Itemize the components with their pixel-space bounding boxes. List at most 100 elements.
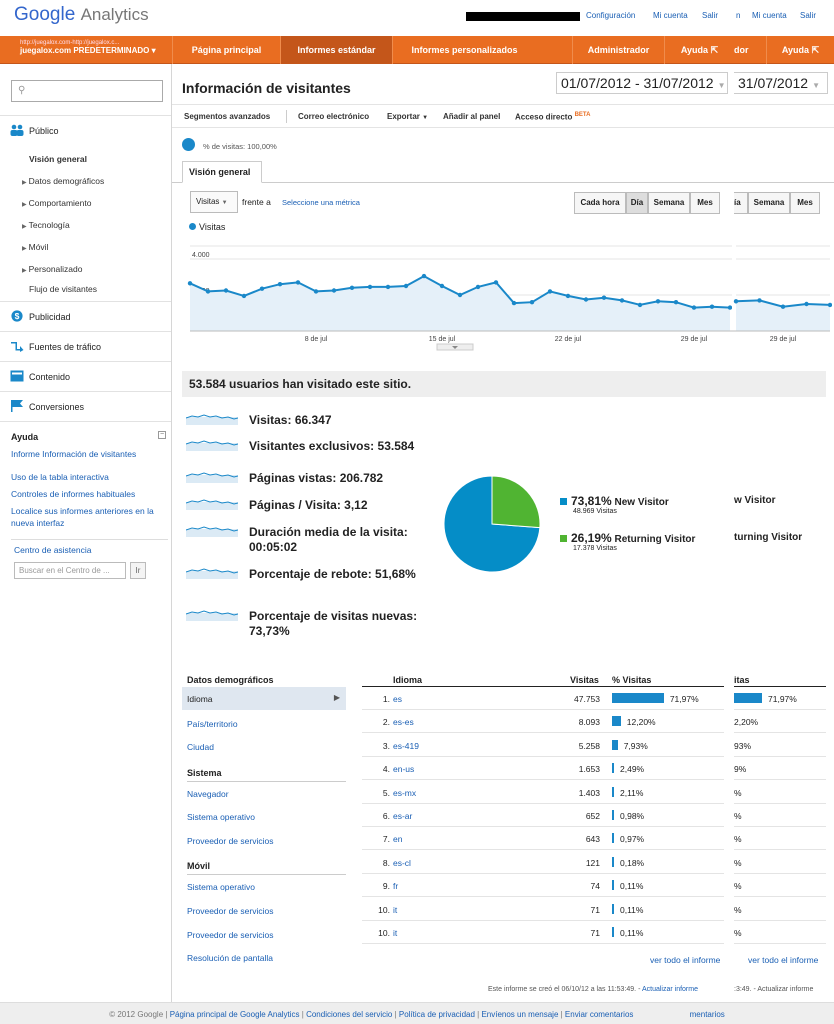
data-point[interactable] [241, 293, 247, 299]
data-point[interactable] [547, 289, 553, 294]
account-link[interactable]: Mi cuenta [653, 11, 688, 20]
sidebar-item-tecnologia[interactable]: ▶ Tecnología [22, 220, 70, 230]
data-point[interactable] [493, 280, 499, 285]
footer-link-home[interactable]: Página principal de Google Analytics [169, 1010, 300, 1019]
row-language-link[interactable]: es-ar [393, 811, 413, 821]
row-language-link[interactable]: es-es [393, 717, 414, 728]
view-full-report-link[interactable]: ver todo el informe [650, 955, 721, 965]
footer-link-privacy[interactable]: Política de privacidad [398, 1010, 475, 1019]
granularity-day[interactable]: Día [626, 192, 648, 214]
data-point[interactable] [403, 283, 409, 289]
google-analytics-logo[interactable]: Google Analytics [14, 4, 149, 26]
granularity-week-2[interactable]: Semana [748, 192, 790, 214]
data-point[interactable] [331, 288, 337, 293]
data-point[interactable] [529, 300, 535, 305]
dimension-movil-proveedor[interactable]: Proveedor de servicios [187, 906, 274, 916]
nav-standard-reports[interactable]: Informes estándar [280, 36, 392, 64]
row-language-link[interactable]: fr [393, 881, 399, 892]
dimension-pais[interactable]: País/territorio [187, 719, 238, 729]
help-link-tabla[interactable]: Uso de la tabla interactiva [11, 472, 109, 482]
sidebar-section-publico[interactable]: Público [0, 115, 171, 145]
data-point[interactable] [827, 302, 832, 308]
dimension-idioma[interactable]: Idioma ▶ [182, 687, 346, 710]
help-search-button[interactable]: Ir [130, 562, 146, 579]
data-point[interactable] [601, 295, 607, 300]
export-button[interactable]: Exportar ▼ [387, 112, 428, 121]
footer-link-feedback[interactable]: Enviar comentarios [564, 1010, 634, 1019]
nav-admin[interactable]: Administrador [572, 36, 664, 64]
row-language-link[interactable]: en [393, 834, 403, 845]
row-language-link[interactable]: en-us [393, 764, 415, 775]
footer-link-message[interactable]: Envíenos un mensaje [481, 1010, 559, 1019]
footer-link-partial[interactable]: mentarios [689, 1010, 725, 1019]
data-point[interactable] [385, 284, 391, 290]
sidebar-item-personalizado[interactable]: ▶ Personalizado [22, 264, 83, 274]
metric-select[interactable]: Visitas ▼ [190, 191, 238, 213]
nav-admin-partial[interactable]: dor [734, 45, 749, 55]
partial-link[interactable]: n [736, 11, 741, 20]
data-point[interactable] [619, 298, 625, 303]
data-point[interactable] [205, 289, 211, 294]
row-language-link[interactable]: it [393, 928, 398, 938]
sidebar-section-fuentes[interactable]: Fuentes de tráfico [0, 331, 171, 361]
data-point[interactable] [673, 300, 679, 305]
tab-vision-general[interactable]: Visión general [182, 161, 262, 183]
data-point[interactable] [637, 302, 643, 308]
sidebar-item-comportamiento[interactable]: ▶ Comportamiento [22, 198, 91, 208]
dimension-proveedor[interactable]: Proveedor de servicios [187, 836, 274, 846]
segments-button[interactable]: Segmentos avanzados [184, 112, 271, 121]
data-point[interactable] [259, 286, 265, 291]
data-point[interactable] [223, 288, 229, 293]
sidebar-section-publicidad[interactable]: $ Publicidad [0, 301, 171, 331]
data-point[interactable] [313, 289, 319, 294]
select-metric-link[interactable]: Seleccione una métrica [282, 198, 360, 207]
logout-link-2[interactable]: Salir [800, 11, 817, 20]
dimension-movil-proveedor-2[interactable]: Proveedor de servicios [187, 930, 274, 940]
sidebar-search-input[interactable]: ⚲ [11, 80, 163, 102]
data-point[interactable] [421, 273, 427, 279]
data-point[interactable] [655, 299, 661, 304]
data-point[interactable] [457, 292, 463, 298]
collapse-icon[interactable]: − [158, 431, 166, 439]
data-point[interactable] [565, 293, 571, 299]
nav-custom-reports[interactable]: Informes personalizados [392, 36, 536, 64]
data-point[interactable] [187, 281, 193, 286]
data-point[interactable] [709, 304, 715, 309]
refresh-report-link[interactable]: Actualizar informe [641, 986, 698, 993]
pie-legend-new[interactable]: 73,81% New Visitor 48.969 Visitas [560, 494, 669, 515]
help-search-input[interactable]: Buscar en el Centro de ... [14, 562, 126, 579]
config-link[interactable]: Configuración [586, 11, 636, 20]
data-point[interactable] [691, 305, 697, 310]
sidebar-item-movil[interactable]: ▶ Móvil [22, 242, 48, 252]
add-dashboard-button[interactable]: Añadir al panel [443, 112, 501, 121]
account-link-2[interactable]: Mi cuenta [752, 11, 787, 20]
data-point[interactable] [583, 297, 589, 302]
dimension-so[interactable]: Sistema operativo [187, 812, 256, 822]
help-link-informe[interactable]: Informe Información de visitantes [11, 449, 137, 459]
row-language-link[interactable]: it [393, 904, 398, 915]
data-point[interactable] [295, 280, 301, 285]
granularity-month-2[interactable]: Mes [790, 192, 820, 214]
dimension-resolucion[interactable]: Resolución de pantalla [187, 953, 274, 963]
date-range-picker-2[interactable]: 31/07/2012 ▼ [734, 72, 828, 94]
dimension-ciudad[interactable]: Ciudad [187, 742, 214, 752]
granularity-week[interactable]: Semana [648, 192, 690, 214]
date-range-picker[interactable]: 01/07/2012 - 31/07/2012 ▼ [556, 72, 728, 94]
help-link-localice[interactable]: Localice sus informes anteriores en la n… [11, 506, 154, 528]
row-language-link[interactable]: es-cl [393, 857, 411, 868]
help-center-link[interactable]: Centro de asistencia [14, 545, 92, 555]
logout-link[interactable]: Salir [702, 11, 719, 20]
pie-legend-returning[interactable]: 26,19% Returning Visitor 17.378 Visitas [560, 531, 695, 552]
data-point[interactable] [349, 285, 355, 290]
row-language-link[interactable]: es-mx [393, 787, 417, 798]
data-point[interactable] [367, 284, 373, 290]
nav-home[interactable]: Página principal [172, 36, 280, 64]
data-point[interactable] [475, 284, 481, 290]
sidebar-section-contenido[interactable]: Contenido [0, 361, 171, 391]
refresh-report-link-2[interactable]: Actualizar informe [757, 986, 814, 993]
shortcut-button[interactable]: Acceso directo BETA [515, 112, 590, 122]
email-button[interactable]: Correo electrónico [298, 112, 370, 121]
data-point[interactable] [757, 298, 762, 303]
footer-link-terms[interactable]: Condiciones del servicio [306, 1010, 393, 1019]
